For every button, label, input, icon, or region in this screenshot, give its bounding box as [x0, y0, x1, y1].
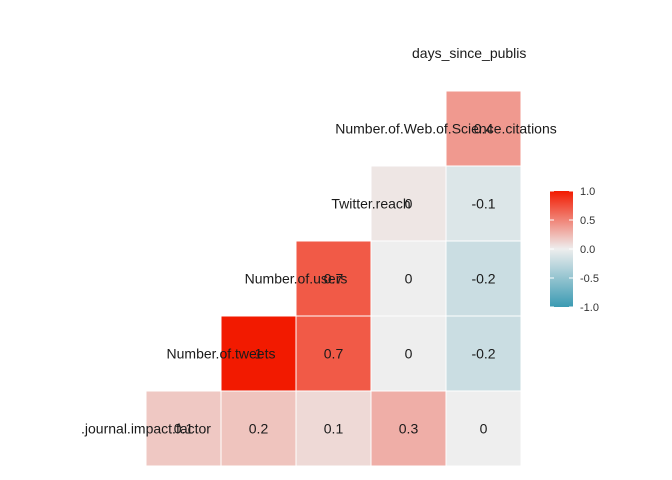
heatmap-cell-r4-c4	[445, 90, 522, 167]
cell-value-label-r2-c4: -0.2	[471, 271, 495, 287]
variable-label-2: Number.of.users	[245, 271, 348, 287]
heatmap-value-labels: 0.1 0.2 0.1 0.3 0 1 0.7 0 -0.2 0.7 0 -0.2 0 -0.1 0.4	[174, 121, 496, 437]
variable-label-4: Number.of.Web.of.Science.citations	[335, 121, 557, 137]
cell-value-label-r2-c2: 0.7	[324, 271, 344, 287]
cell-value-label-r2-c3: 0	[405, 271, 413, 287]
cell-value-label-r0-c0: 0.1	[174, 421, 194, 437]
color-legend: 1.0 0.5 0.0 -0.5 -1.0	[550, 186, 599, 314]
heatmap-cell-r2-c4	[445, 240, 522, 317]
heatmap-cell-r2-c2	[295, 240, 372, 317]
cell-value-label-r0-c2: 0.1	[324, 421, 344, 437]
variable-label-0: .journal.impact.factor	[81, 421, 211, 437]
cell-value-label-r0-c3: 0.3	[399, 421, 419, 437]
heatmap-cell-r1-c2	[295, 315, 372, 392]
legend-tick-label-4: -1.0	[580, 302, 599, 314]
legend-tick-label-1: 0.5	[580, 215, 595, 227]
heatmap-cell-r0-c1	[220, 390, 297, 467]
cell-value-label-r0-c4: 0	[480, 421, 488, 437]
cell-value-label-r1-c3: 0	[405, 346, 413, 362]
cell-value-label-r4-c4: 0.4	[474, 121, 494, 137]
heatmap-cell-r1-c3	[370, 315, 447, 392]
legend-colorbar	[550, 191, 573, 307]
heatmap-cell-r0-c4	[445, 390, 522, 467]
heatmap-cell-r1-c4	[445, 315, 522, 392]
heatmap-cell-r3-c3	[370, 165, 447, 242]
heatmap-cell-r0-c3	[370, 390, 447, 467]
heatmap-cell-r0-c0	[145, 390, 222, 467]
heatmap-cell-r1-c1	[220, 315, 297, 392]
cell-value-label-r1-c2: 0.7	[324, 346, 344, 362]
variable-label-3: Twitter.reach	[331, 196, 410, 212]
cell-value-label-r3-c4: -0.1	[471, 196, 495, 212]
cell-value-label-r0-c1: 0.2	[249, 421, 269, 437]
variable-label-1: Number.of.tweets	[167, 346, 276, 362]
cell-value-label-r3-c3: 0	[405, 196, 413, 212]
legend-tick-label-3: -0.5	[580, 273, 599, 285]
legend-tick-label-0: 1.0	[580, 186, 595, 198]
heatmap-cells	[145, 90, 522, 467]
cell-value-label-r1-c4: -0.2	[471, 346, 495, 362]
cell-value-label-r1-c1: 1	[255, 346, 263, 362]
legend-tick-label-2: 0.0	[580, 244, 595, 256]
variable-labels: .journal.impact.factor Number.of.tweets Nu…	[81, 45, 557, 437]
variable-label-5: days_since_publis	[412, 45, 526, 61]
